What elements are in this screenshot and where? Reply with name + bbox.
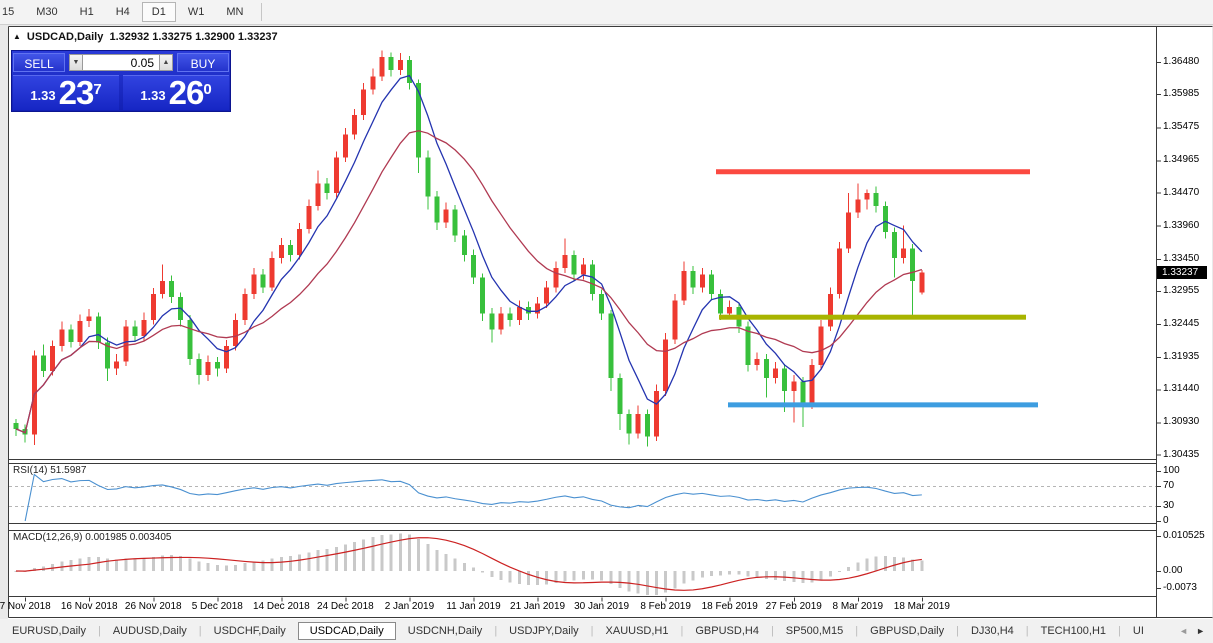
rsi-axis-label: 100 bbox=[1163, 465, 1180, 476]
date-axis-label: 5 Dec 2018 bbox=[191, 601, 243, 612]
date-axis-label: 11 Jan 2019 bbox=[446, 601, 501, 612]
tab-USDJPY-Daily[interactable]: USDJPY,Daily bbox=[509, 625, 579, 637]
one-click-trade-panel: SELL ▼ 0.05 ▲ BUY 1.33 23 7 1.33 26 0 bbox=[11, 50, 231, 112]
chart-ohlc-values: 1.32932 1.33275 1.32900 1.33237 bbox=[109, 31, 278, 43]
price-axis-label: 1.33960 bbox=[1163, 219, 1200, 231]
tab-scroll-right-icon[interactable]: ► bbox=[1196, 626, 1205, 636]
timeframe-toolbar: 15 M30 H1 H4 D1 W1 MN bbox=[0, 0, 1213, 25]
tab-separator: | bbox=[855, 625, 859, 637]
date-axis-label: 18 Feb 2019 bbox=[701, 601, 758, 612]
tab-separator: | bbox=[956, 625, 959, 637]
tab-separator: | bbox=[680, 625, 684, 637]
current-price-tag: 1.33237 bbox=[1157, 266, 1207, 279]
date-axis-label: 2 Jan 2019 bbox=[384, 601, 435, 612]
price-axis-label: 1.34965 bbox=[1163, 154, 1200, 166]
date-axis-label: 8 Mar 2019 bbox=[832, 601, 884, 612]
date-axis-label: 26 Nov 2018 bbox=[124, 601, 182, 612]
price-axis-label: 1.30435 bbox=[1163, 448, 1200, 460]
date-axis-label: 18 Mar 2019 bbox=[893, 601, 950, 612]
price-axis-label: 1.36480 bbox=[1163, 56, 1200, 67]
macd-axis-label: 0.00 bbox=[1163, 565, 1183, 576]
tab-separator: | bbox=[494, 625, 498, 637]
tab-DJ30-H4[interactable]: DJ30,H4 bbox=[970, 625, 1014, 637]
tab-separator: | bbox=[198, 625, 202, 637]
collapse-trade-panel-icon[interactable]: ▲ bbox=[13, 32, 21, 41]
rsi-axis-label: 30 bbox=[1163, 500, 1175, 511]
macd-axis-label: 0.010525 bbox=[1163, 530, 1205, 541]
ask-price[interactable]: 1.33 26 0 bbox=[123, 75, 229, 110]
price-axis-label: 1.35475 bbox=[1163, 121, 1200, 133]
date-axis-label: 14 Dec 2018 bbox=[252, 601, 310, 612]
bid-point: 7 bbox=[93, 81, 102, 98]
tab-SP500-M15[interactable]: SP500,M15 bbox=[785, 625, 844, 637]
toolbar-separator bbox=[261, 3, 263, 21]
ask-point: 0 bbox=[203, 81, 212, 98]
timeframe-button-MN[interactable]: MN bbox=[226, 6, 244, 18]
date-axis-label: 8 Feb 2019 bbox=[640, 601, 691, 612]
tab-EURUSD-Daily[interactable]: EURUSD,Daily bbox=[12, 625, 86, 637]
macd-axis-label: -0.0073 bbox=[1163, 582, 1197, 593]
price-axis-label: 1.34470 bbox=[1163, 186, 1200, 198]
chart-symbol: USDCAD,Daily bbox=[26, 31, 104, 43]
tab-separator: | bbox=[770, 625, 774, 637]
price-axis-label: 1.31440 bbox=[1163, 383, 1200, 395]
date-axis-label: 21 Jan 2019 bbox=[510, 601, 566, 612]
rsi-axis-label: 70 bbox=[1163, 480, 1175, 491]
macd-header: MACD(12,26,9) 0.001985 0.003405 bbox=[13, 532, 172, 543]
chart-ohlc-header: ▲ USDCAD,Daily 1.32932 1.33275 1.32900 1.… bbox=[13, 31, 278, 43]
price-axis-label: 1.33450 bbox=[1163, 252, 1200, 264]
price-axis-label: 1.32445 bbox=[1163, 318, 1200, 329]
price-axis-label: 1.32955 bbox=[1163, 284, 1200, 296]
tab-separator: | bbox=[97, 625, 101, 637]
bid-figure: 1.33 bbox=[30, 88, 56, 103]
date-axis-label: 27 Feb 2019 bbox=[765, 601, 822, 612]
price-axis-label: 1.35985 bbox=[1163, 88, 1200, 100]
timeframe-button-15[interactable]: 15 bbox=[2, 6, 15, 18]
tab-USDCAD-Daily[interactable]: USDCAD,Daily bbox=[297, 622, 396, 640]
timeframe-button-W1[interactable]: W1 bbox=[187, 6, 205, 18]
date-axis-label: 7 Nov 2018 bbox=[0, 601, 51, 612]
chart-tab-bar: EURUSD,Daily | AUDUSD,Daily | USDCHF,Daily US… bbox=[0, 619, 1213, 643]
tab-UI[interactable]: UI bbox=[1132, 625, 1144, 637]
price-axis-label: 1.31935 bbox=[1163, 351, 1200, 363]
volume-input[interactable]: 0.05 bbox=[83, 54, 159, 71]
tab-GBPUSD-Daily[interactable]: GBPUSD,Daily bbox=[870, 625, 945, 637]
tab-TECH100-H1[interactable]: TECH100,H1 bbox=[1040, 625, 1107, 637]
ask-figure: 1.33 bbox=[140, 88, 166, 103]
tab-AUDUSD-Daily[interactable]: AUDUSD,Daily bbox=[112, 625, 187, 637]
ask-pips: 26 bbox=[168, 73, 205, 111]
timeframe-button-H4[interactable]: H4 bbox=[115, 6, 130, 18]
tab-USDCNH-Daily[interactable]: USDCNH,Daily bbox=[407, 625, 483, 637]
tab-XAUUSD-H1[interactable]: XAUUSD,H1 bbox=[605, 625, 669, 637]
tab-scroll-left-icon[interactable]: ◄ bbox=[1179, 626, 1189, 636]
tab-separator: | bbox=[1025, 625, 1029, 637]
tab-separator: | bbox=[1118, 625, 1121, 637]
tab-separator: | bbox=[590, 625, 594, 637]
rsi-axis-label: 0 bbox=[1163, 515, 1169, 526]
tab-GBPUSD-H4[interactable]: GBPUSD,H4 bbox=[695, 625, 759, 637]
timeframe-button-H1[interactable]: H1 bbox=[79, 6, 94, 18]
buy-button[interactable]: BUY bbox=[177, 53, 229, 72]
volume-increase-button[interactable]: ▲ bbox=[159, 54, 173, 71]
date-axis-label: 30 Jan 2019 bbox=[574, 601, 630, 612]
sell-button[interactable]: SELL bbox=[13, 53, 65, 72]
volume-decrease-button[interactable]: ▼ bbox=[69, 54, 83, 71]
bid-pips: 23 bbox=[58, 73, 95, 111]
date-axis-label: 24 Dec 2018 bbox=[317, 601, 374, 612]
price-axis-label: 1.30930 bbox=[1163, 416, 1200, 428]
rsi-header: RSI(14) 51.5987 bbox=[13, 465, 87, 476]
bid-price[interactable]: 1.33 23 7 bbox=[13, 75, 119, 110]
tab-scroll-controls: ◄ ► bbox=[1175, 624, 1213, 638]
tab-USDCHF-Daily[interactable]: USDCHF,Daily bbox=[213, 625, 286, 637]
timeframe-button-D1[interactable]: D1 bbox=[141, 2, 176, 22]
date-axis-label: 16 Nov 2018 bbox=[60, 601, 118, 612]
timeframe-button-M30[interactable]: M30 bbox=[36, 6, 58, 18]
